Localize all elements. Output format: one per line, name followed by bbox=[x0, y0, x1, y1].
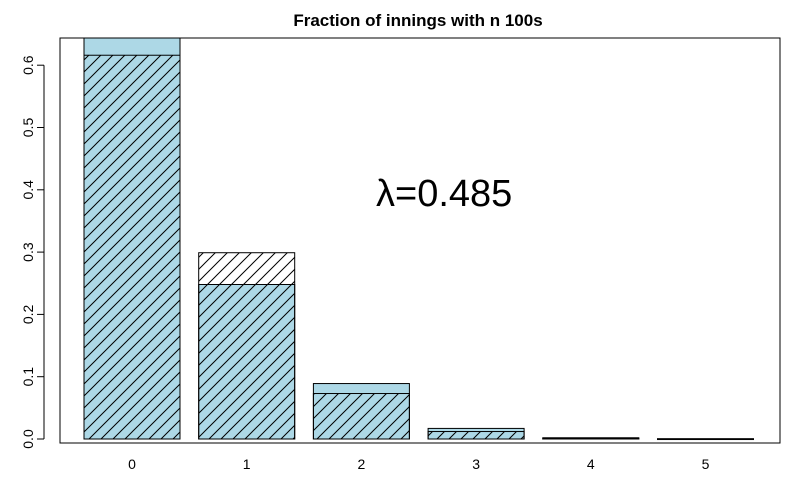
lambda-value: =0.485 bbox=[395, 173, 512, 215]
plot-frame bbox=[59, 37, 781, 444]
x-tick-label: 1 bbox=[243, 456, 251, 472]
y-tick-label: 0.1 bbox=[20, 367, 36, 387]
y-tick-label: 0.6 bbox=[20, 55, 36, 75]
bar-hatched-2 bbox=[312, 393, 410, 440]
y-tick-label: 0.5 bbox=[20, 118, 36, 138]
bar-hatched-5 bbox=[657, 438, 754, 441]
y-axis: 0.0 0.1 0.2 0.3 0.4 0.5 0.6 bbox=[20, 55, 45, 449]
bar-hatched-3 bbox=[427, 431, 525, 440]
chart-title: Fraction of innings with n 100s bbox=[293, 11, 542, 30]
x-tick-label: 2 bbox=[358, 456, 366, 472]
y-tick-label: 0.0 bbox=[20, 429, 36, 449]
y-tick-label: 0.4 bbox=[20, 180, 36, 200]
bar-hatched-4 bbox=[542, 437, 640, 440]
x-tick-label: 5 bbox=[702, 456, 710, 472]
bar-hatched-1 bbox=[198, 252, 296, 440]
x-tick-label: 3 bbox=[472, 456, 480, 472]
y-tick-label: 0.3 bbox=[20, 242, 36, 262]
bars-solid bbox=[83, 38, 754, 440]
x-tick-label: 0 bbox=[128, 456, 136, 472]
y-tick-label: 0.2 bbox=[20, 304, 36, 324]
x-tick-label: 4 bbox=[587, 456, 595, 472]
x-axis-labels: 0 1 2 3 4 5 bbox=[128, 456, 710, 472]
lambda-symbol: λ bbox=[376, 173, 395, 215]
bar-hatched-0 bbox=[83, 54, 181, 440]
bars-hatched bbox=[83, 54, 754, 441]
lambda-annotation: λ=0.485 bbox=[376, 173, 512, 215]
